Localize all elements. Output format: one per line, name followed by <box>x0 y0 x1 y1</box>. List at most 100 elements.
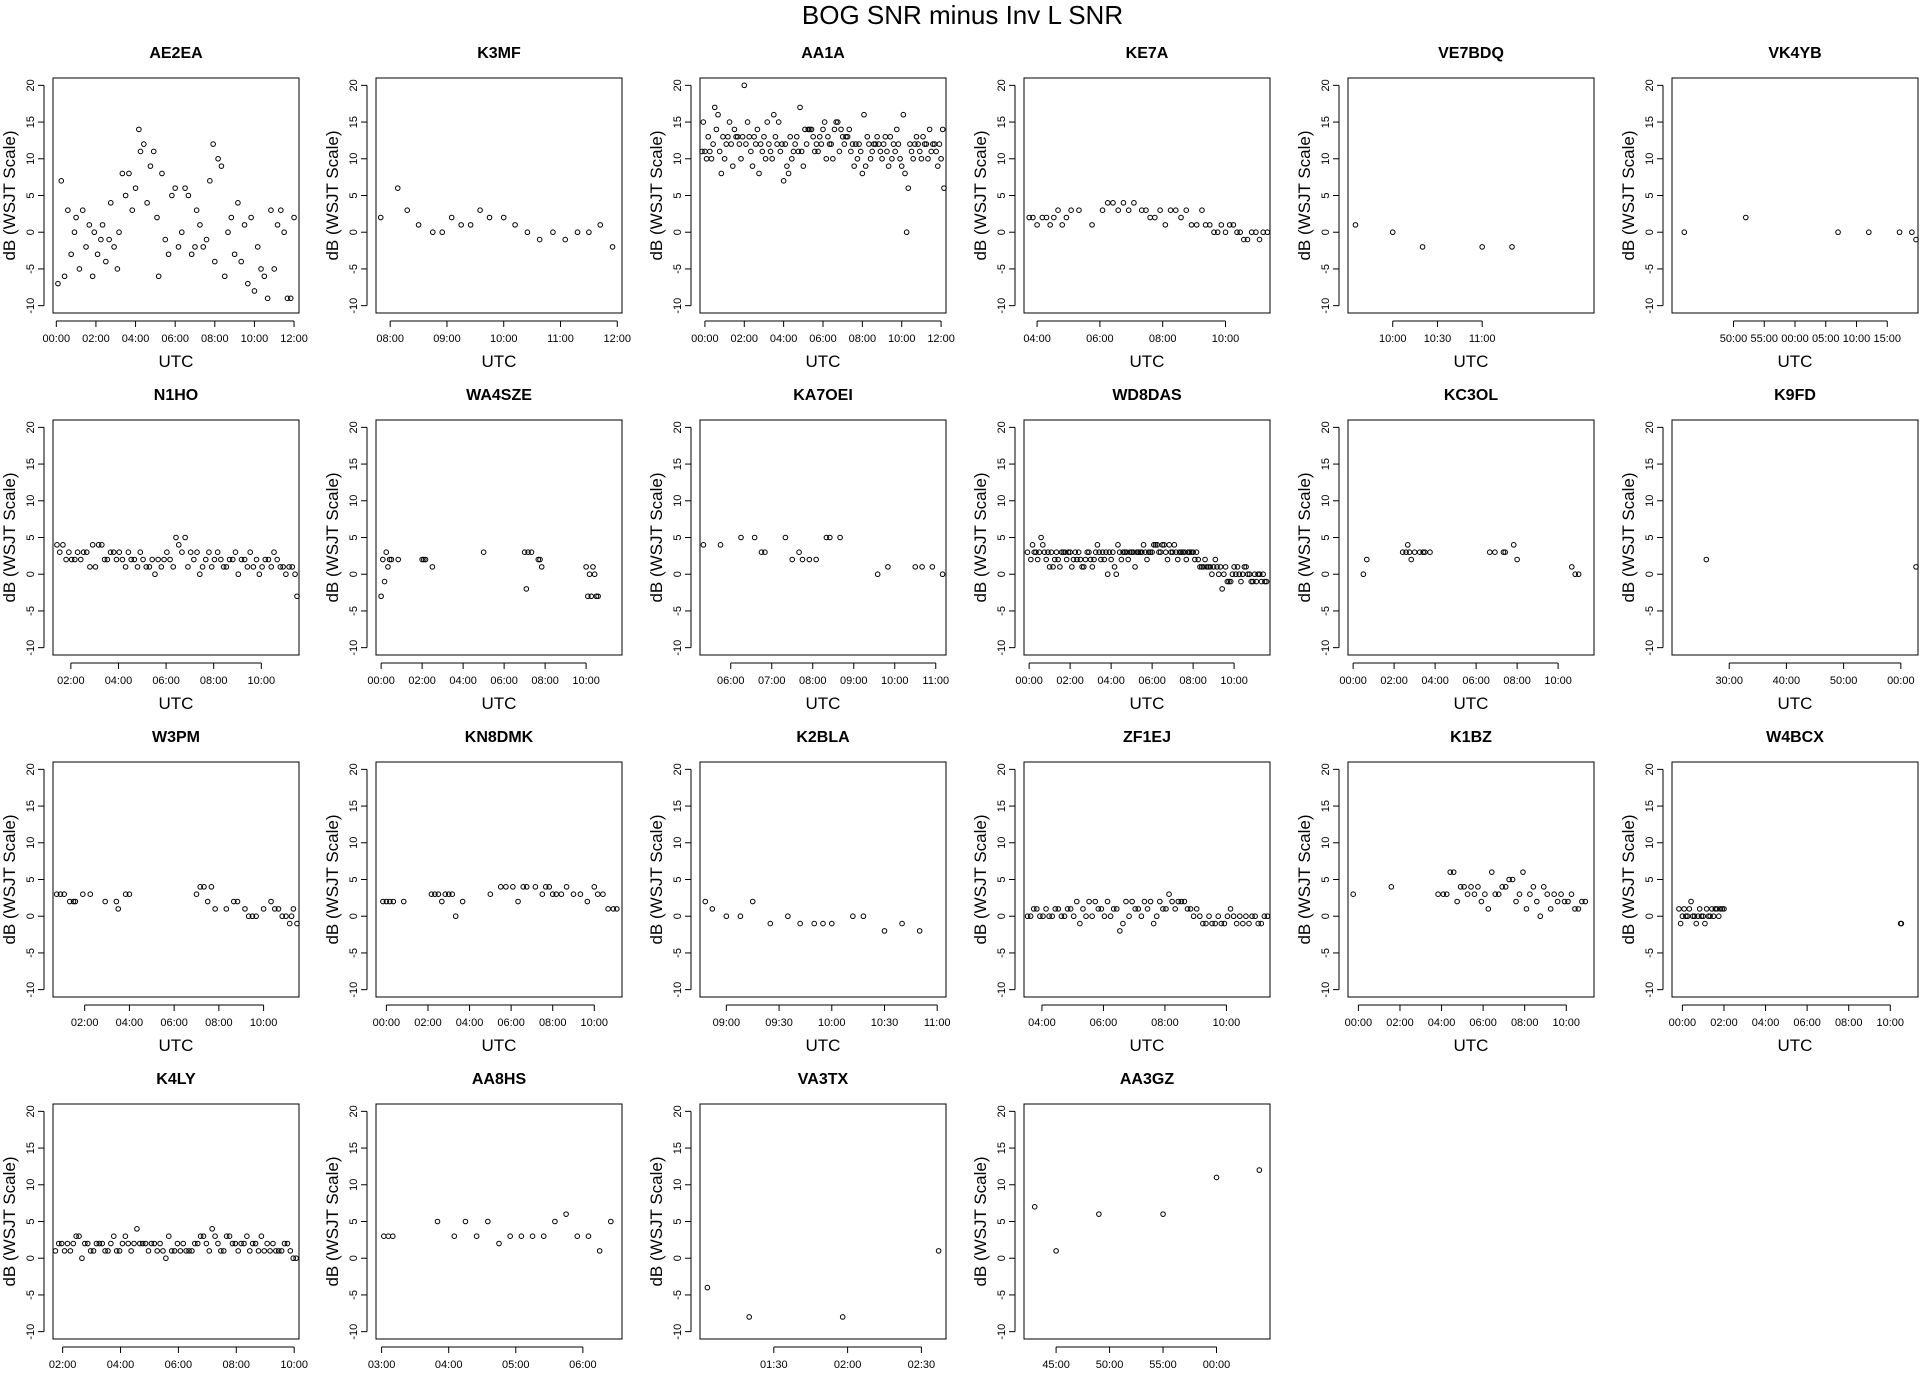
y-tick-label: 20 <box>996 421 1008 433</box>
data-point <box>925 155 931 162</box>
data-point <box>107 200 114 206</box>
x-tick-label: 02:00 <box>1386 1017 1414 1029</box>
data-point <box>252 1240 259 1247</box>
data-point <box>762 549 768 555</box>
data-point <box>1241 564 1248 570</box>
data-point <box>826 141 833 147</box>
y-axis-label: dB (WSJT Scale) <box>0 814 19 944</box>
plot-frame <box>1671 761 1919 998</box>
data-point <box>241 1240 247 1247</box>
y-tick-label: 20 <box>1320 763 1332 775</box>
data-point <box>1154 542 1161 548</box>
data-point <box>717 542 724 548</box>
x-tick-label: 10:00 <box>1553 1017 1581 1029</box>
data-point <box>1101 913 1108 920</box>
data-point <box>255 1248 262 1254</box>
y-tick-label: 15 <box>1320 800 1332 812</box>
data-point <box>1199 207 1205 213</box>
data-point <box>1499 884 1505 890</box>
data-point <box>1192 556 1198 563</box>
data-point <box>836 148 843 155</box>
data-point <box>128 1248 134 1254</box>
x-tick-label: 06:00 <box>1462 675 1490 687</box>
data-point <box>1684 913 1691 920</box>
x-axis-label: UTC <box>1778 352 1813 371</box>
data-point <box>284 1240 291 1247</box>
data-point <box>785 913 791 920</box>
data-point <box>574 229 581 236</box>
data-point <box>1198 564 1205 570</box>
data-point <box>1715 913 1722 920</box>
data-point <box>1258 578 1265 585</box>
data-point <box>1239 571 1246 578</box>
data-point <box>825 133 831 140</box>
y-tick-label: 15 <box>672 1142 684 1154</box>
data-point <box>261 1248 268 1254</box>
data-point <box>220 1248 227 1254</box>
data-point <box>87 891 94 897</box>
data-point <box>1162 549 1169 555</box>
x-tick-label: 10:00 <box>1212 333 1240 345</box>
y-tick-label: 10 <box>1320 153 1332 165</box>
data-point <box>902 170 908 177</box>
data-point <box>225 229 231 236</box>
data-point <box>913 133 920 140</box>
x-axis-label: UTC <box>1778 1036 1813 1055</box>
x-axis-label: UTC <box>1778 694 1813 713</box>
data-point <box>818 141 825 147</box>
data-point <box>939 571 946 578</box>
data-point <box>1153 913 1160 920</box>
y-tick-label: 0 <box>996 1255 1008 1261</box>
x-tick-label: 04:00 <box>1752 1017 1780 1029</box>
data-point <box>139 1240 146 1247</box>
data-point <box>1043 556 1050 563</box>
data-point <box>183 1248 189 1254</box>
data-point <box>1210 564 1217 570</box>
data-point <box>523 884 530 890</box>
data-point <box>106 236 112 243</box>
data-point <box>789 155 795 162</box>
data-point <box>782 534 789 541</box>
data-point <box>799 556 806 563</box>
data-point <box>451 1233 458 1239</box>
data-point <box>1144 906 1151 912</box>
data-point <box>199 564 206 570</box>
data-point <box>800 163 807 169</box>
data-point <box>122 564 129 570</box>
plot-frame <box>375 761 623 998</box>
data-point <box>1164 556 1171 563</box>
data-point <box>850 913 856 920</box>
y-tick-label: 0 <box>348 229 360 235</box>
data-point <box>102 898 108 905</box>
data-point <box>1681 906 1687 912</box>
data-point <box>116 1248 123 1254</box>
data-point <box>1063 214 1070 221</box>
x-tick-label: 40:00 <box>1773 675 1801 687</box>
x-axis-label: UTC <box>1130 352 1165 371</box>
data-point <box>218 163 225 169</box>
plot-frame <box>375 1103 623 1340</box>
x-tick-label: 10:30 <box>1424 333 1452 345</box>
x-tick-label: 06:00 <box>1469 1017 1497 1029</box>
data-point <box>725 133 731 140</box>
y-tick-label: 10 <box>996 495 1008 507</box>
data-point <box>1028 556 1034 563</box>
data-point <box>595 593 601 600</box>
data-point <box>132 185 139 191</box>
data-point <box>1175 898 1182 905</box>
data-point <box>1457 884 1464 890</box>
data-point <box>795 148 802 155</box>
y-tick-label: -5 <box>1320 606 1332 616</box>
data-point <box>1388 884 1395 890</box>
y-tick-label: 5 <box>996 876 1008 882</box>
data-point <box>1363 556 1370 563</box>
x-tick-label: 04:00 <box>1028 1017 1056 1029</box>
data-point <box>154 214 160 221</box>
data-point <box>1427 549 1433 555</box>
data-point <box>95 542 102 548</box>
data-point <box>247 1248 253 1254</box>
x-tick-label: 00:00 <box>691 333 719 345</box>
panel-title: ZF1EJ <box>1123 729 1171 746</box>
data-point <box>1399 549 1406 555</box>
data-point <box>1053 1248 1059 1254</box>
